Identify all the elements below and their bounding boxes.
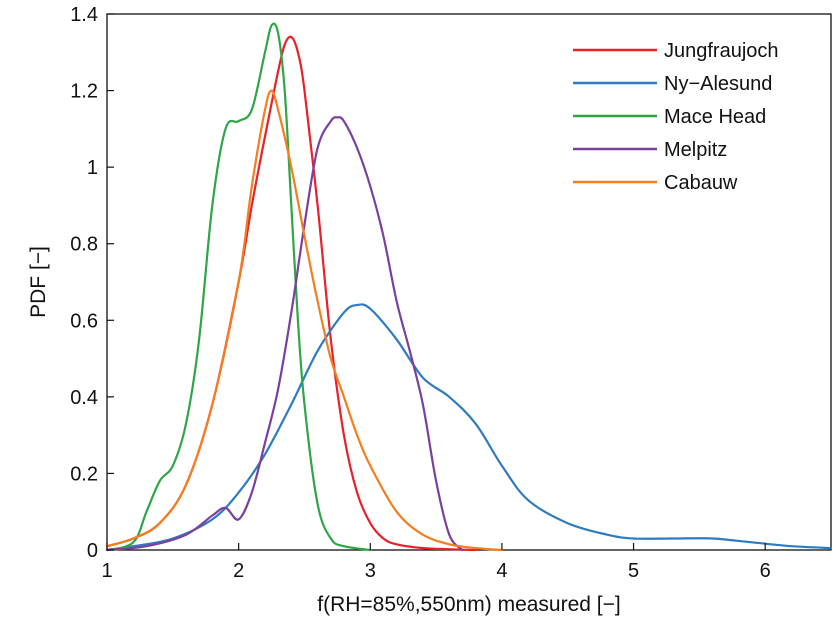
y-tick-label: 1 — [87, 157, 98, 179]
series-line-cabauw — [105, 89, 503, 552]
y-tick-label: 0.2 — [70, 463, 98, 485]
y-tick-label: 0.6 — [70, 310, 98, 332]
series-layer — [105, 22, 833, 552]
series-line-mace-head — [105, 22, 372, 552]
y-tick-label: 1.2 — [70, 81, 98, 103]
legend-label: Mace Head — [664, 106, 766, 128]
y-tick-label: 1.4 — [70, 4, 98, 26]
x-tick-label: 1 — [101, 560, 112, 582]
x-tick-label: 5 — [628, 560, 639, 582]
y-tick-label: 0.8 — [70, 234, 98, 256]
legend-label: Jungfraujoch — [664, 40, 779, 62]
series-line-melpitz — [105, 116, 464, 552]
y-tick-label: 0 — [87, 540, 98, 562]
plot-area: 1 2 3 4 5 6 0 0.2 0.4 0.6 0.8 1 1.2 1.4 — [70, 4, 833, 582]
x-tick-label: 2 — [233, 560, 244, 582]
tick-layer: 1 2 3 4 5 6 0 0.2 0.4 0.6 0.8 1 1.2 1.4 — [70, 4, 771, 582]
x-axis-label: f(RH=85%,550nm) measured [−] — [317, 593, 620, 616]
x-tick-label: 6 — [760, 560, 771, 582]
x-tick-label: 4 — [496, 560, 507, 582]
legend-label: Melpitz — [664, 139, 727, 161]
y-tick-label: 0.4 — [70, 387, 98, 409]
y-axis-label: PDF [−] — [27, 246, 50, 318]
legend-label: Cabauw — [664, 172, 738, 194]
legend-label: Ny−Alesund — [664, 73, 772, 95]
series-line-jungfraujoch — [105, 35, 477, 552]
legend: Jungfraujoch Ny−Alesund Mace Head Melpitz Ca… — [573, 40, 779, 194]
series-line-ny-alesund — [105, 303, 833, 552]
x-tick-label: 3 — [365, 560, 376, 582]
